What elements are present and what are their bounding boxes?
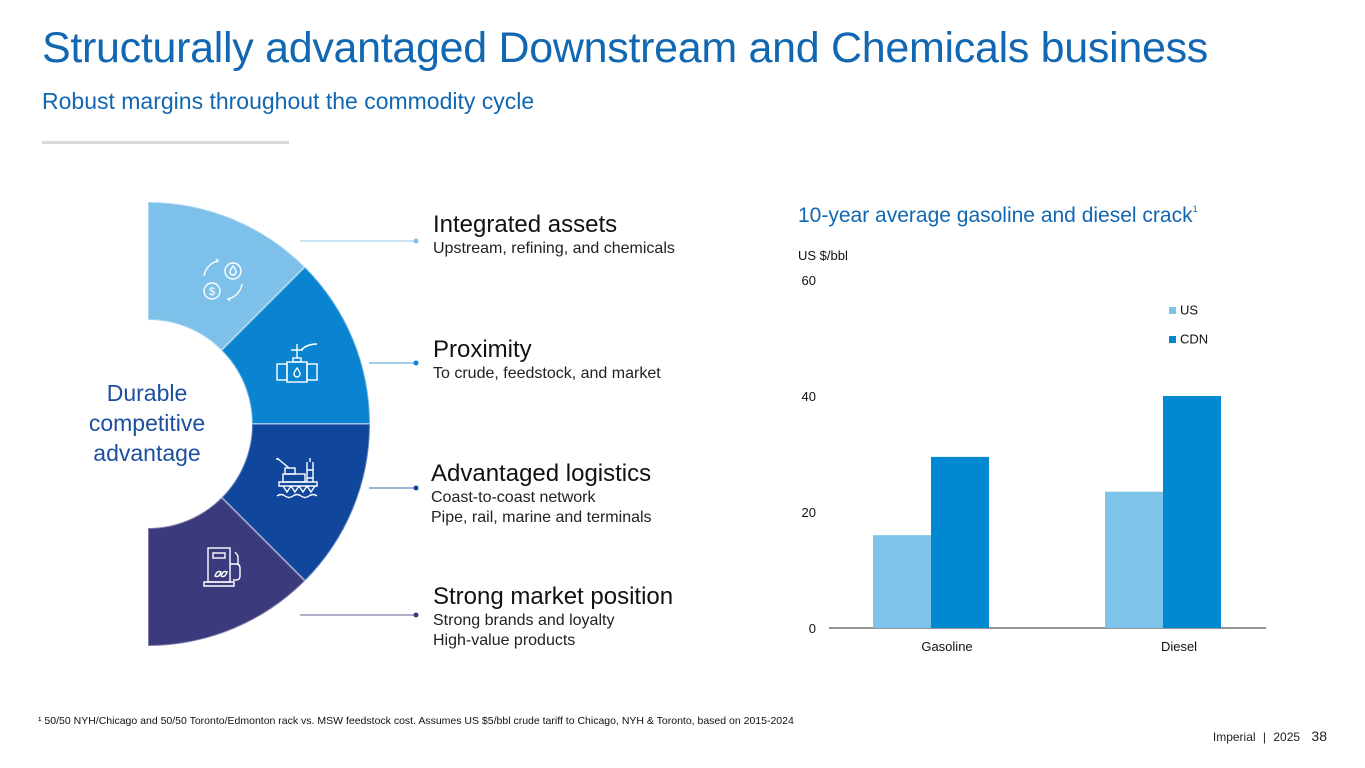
wheel-segment-logistics <box>220 423 372 583</box>
connector-dot <box>413 612 419 618</box>
feature-heading: Proximity <box>433 336 532 363</box>
feature-detail: Strong brands and loyalty <box>433 612 615 629</box>
y-tick-label: 60 <box>802 273 816 288</box>
page-title: Structurally advantaged Downstream and C… <box>42 24 1208 72</box>
feature-heading: Strong market position <box>433 583 674 610</box>
footer-separator: | <box>1262 730 1267 744</box>
pipeline-valve-icon <box>276 343 318 383</box>
title-divider <box>42 141 289 144</box>
svg-text:$: $ <box>209 286 215 298</box>
feature-proximity: Proximity To crude, feedstock, and marke… <box>433 336 661 384</box>
footer-company: Imperial <box>1212 730 1256 744</box>
center-label-line: Durable <box>106 380 188 406</box>
feature-integrated-assets: Integrated assets Upstream, refining, an… <box>433 211 675 259</box>
feature-detail: To crude, feedstock, and market <box>433 365 661 382</box>
chart-title: 10-year average gasoline and diesel crac… <box>798 204 1198 228</box>
fuel-pump-icon <box>203 547 241 587</box>
footnote: ¹ 50/50 NYH/Chicago and 50/50 Toronto/Ed… <box>38 715 794 727</box>
money-oil-exchange-icon: $ <box>203 258 243 302</box>
offshore-platform-icon <box>276 457 318 499</box>
connector-dot <box>413 485 419 491</box>
x-tick-label: Diesel <box>1161 639 1197 654</box>
bar-gasoline-us <box>873 535 931 628</box>
connector-dot <box>413 238 419 244</box>
footer: Imperial | 2025 38 <box>1213 728 1327 744</box>
y-tick-label: 0 <box>809 621 816 636</box>
legend-swatch <box>1169 307 1176 314</box>
legend-swatch <box>1169 336 1176 343</box>
footnote-marker: 1 <box>1192 204 1198 214</box>
bar-gasoline-cdn <box>931 456 989 628</box>
legend-label: US <box>1180 303 1198 318</box>
feature-heading: Advantaged logistics <box>431 460 652 487</box>
y-axis-label: US $/bbl <box>798 248 848 263</box>
page-number: 38 <box>1311 728 1327 744</box>
feature-detail: Pipe, rail, marine and terminals <box>431 509 652 526</box>
advantage-wheel: $ <box>147 200 419 648</box>
feature-detail: High-value products <box>433 632 576 649</box>
feature-detail: Coast-to-coast network <box>431 489 596 506</box>
y-tick-label: 20 <box>802 505 816 520</box>
footer-year: 2025 <box>1273 730 1301 744</box>
legend-label: CDN <box>1180 332 1208 347</box>
feature-strong-market-position: Strong market position Strong brands and… <box>433 583 673 651</box>
wheel-center-label: Durable competitive advantage <box>62 378 232 468</box>
bar-diesel-us <box>1105 491 1163 628</box>
y-tick-label: 40 <box>802 389 816 404</box>
page-subtitle: Robust margins throughout the commodity … <box>42 88 535 114</box>
center-label-line: advantage <box>93 440 201 466</box>
wheel-segment-proximity <box>220 265 372 425</box>
center-label-line: competitive <box>88 410 206 436</box>
x-tick-label: Gasoline <box>921 639 972 654</box>
chart-title-text: 10-year average gasoline and diesel crac… <box>798 204 1193 227</box>
connector-dot <box>413 360 419 366</box>
feature-advantaged-logistics: Advantaged logistics Coast-to-coast netw… <box>431 460 652 528</box>
bar-diesel-cdn <box>1163 396 1221 628</box>
feature-detail: Upstream, refining, and chemicals <box>433 240 675 257</box>
feature-heading: Integrated assets <box>433 211 618 238</box>
